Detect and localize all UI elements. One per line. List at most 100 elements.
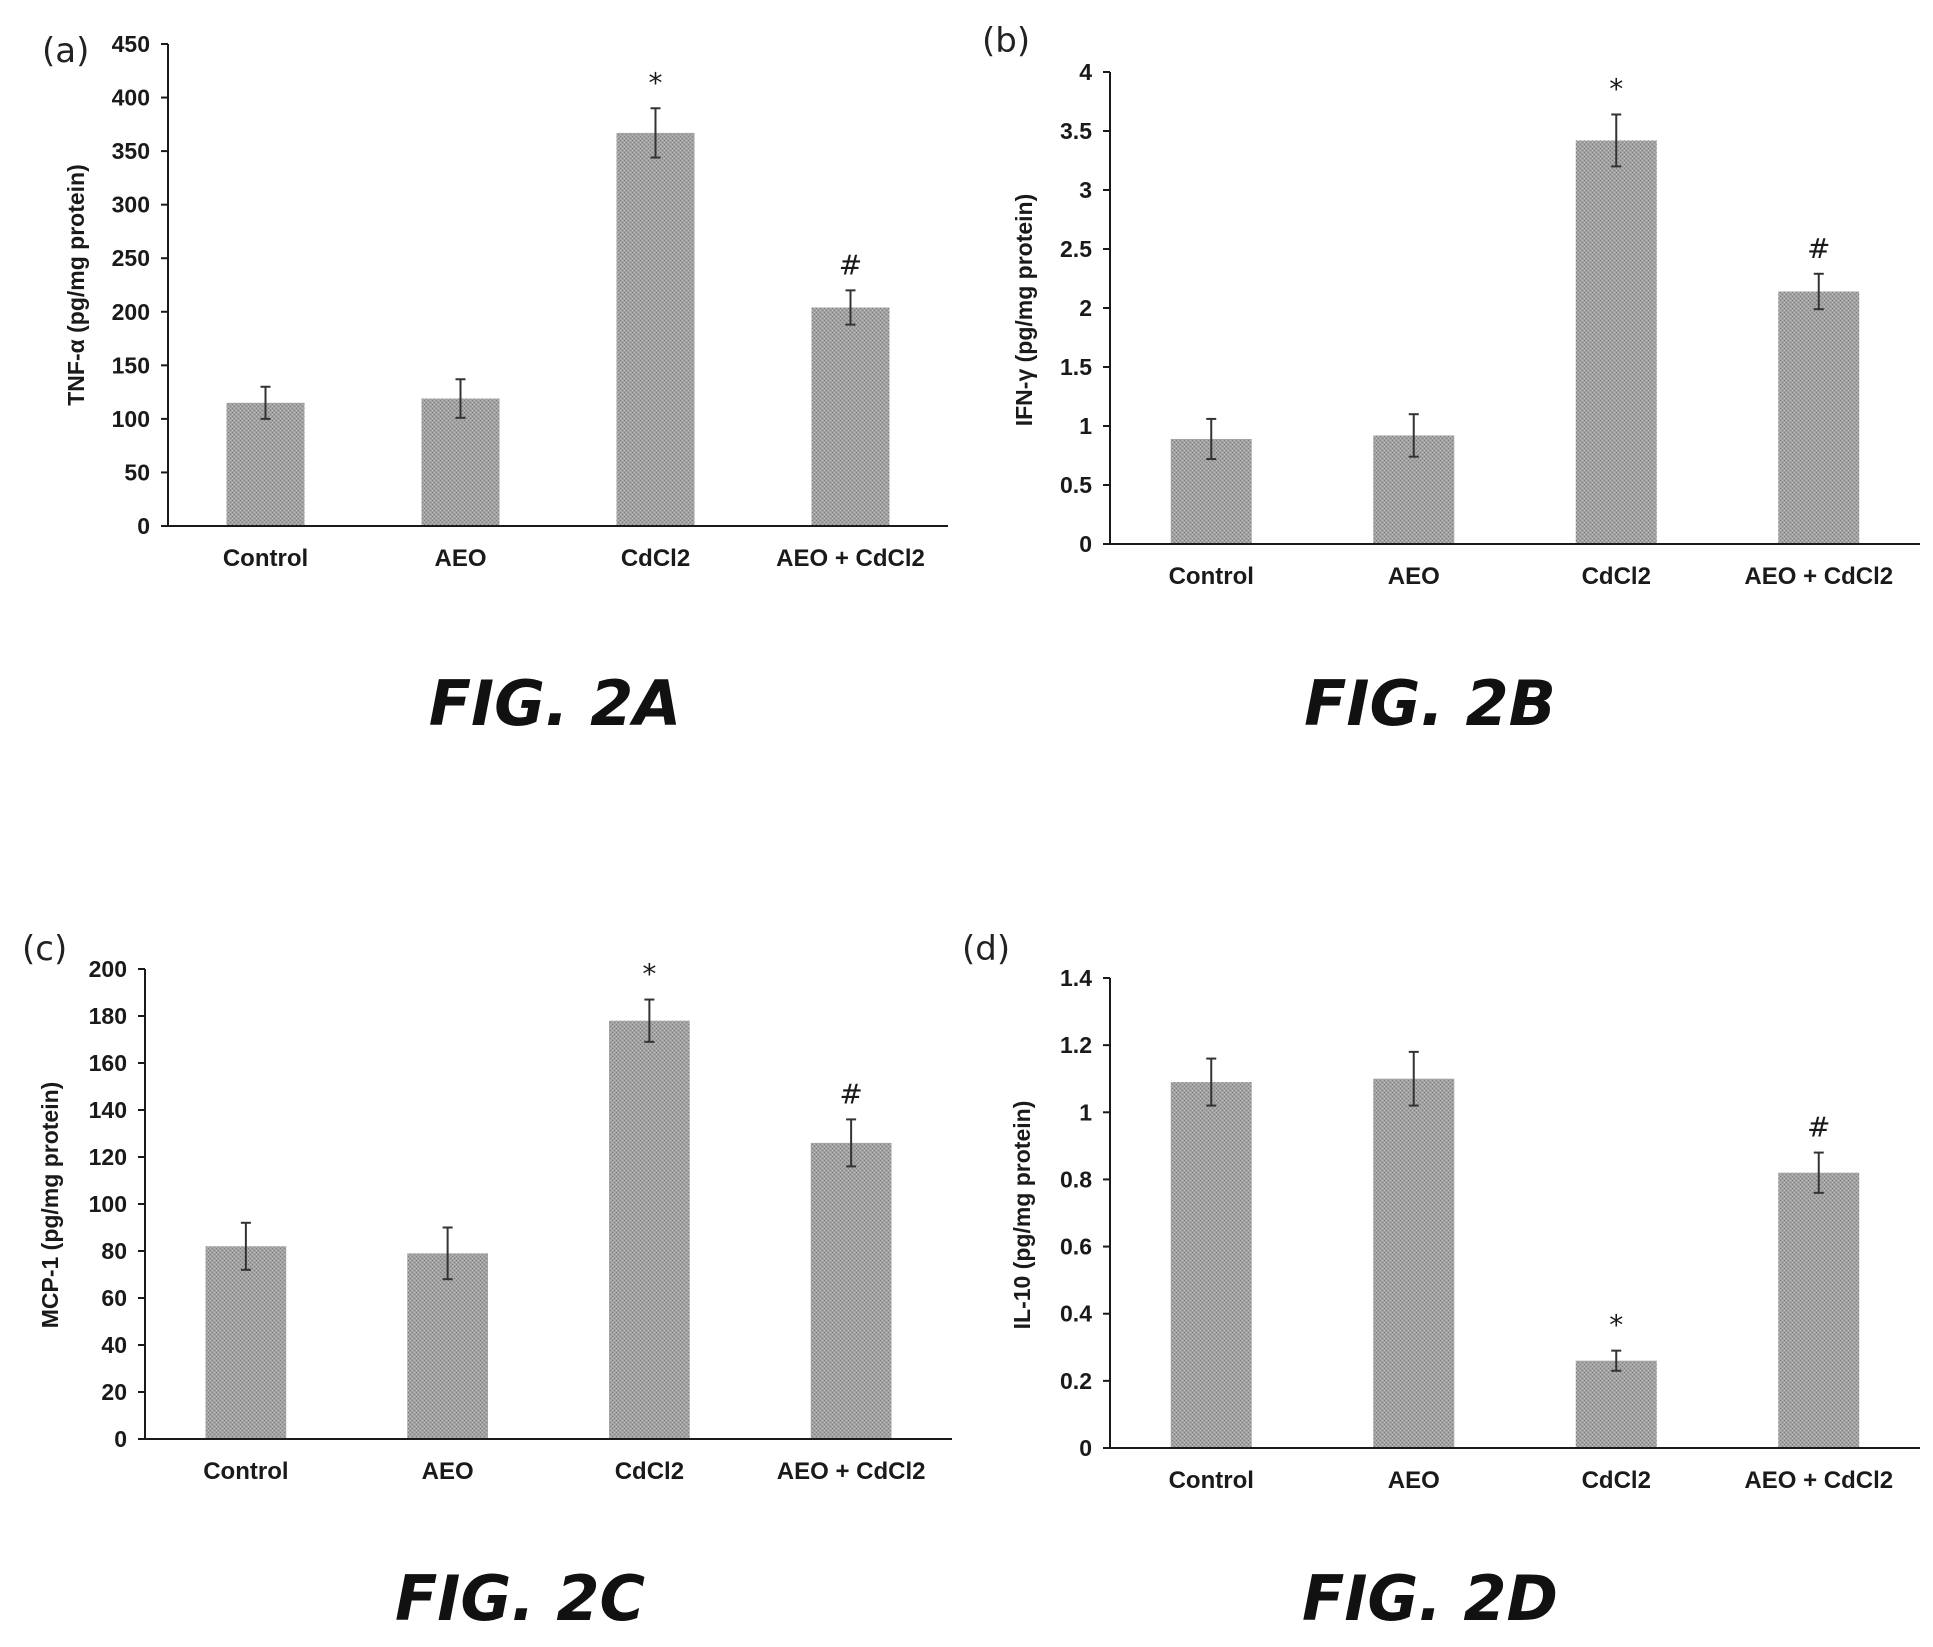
significance-marker: * (649, 66, 663, 99)
y-tick-label: 1.4 (1060, 965, 1092, 991)
bar-series: *# (1170, 1050, 1860, 1448)
x-tick-label: Control (223, 545, 308, 572)
y-tick-label: 4 (1079, 59, 1092, 85)
y-tick-label: 0 (1079, 531, 1092, 557)
significance-marker: * (642, 958, 656, 991)
y-tick-labels: 0 0.5 1 1.5 2 2.5 3 3.5 4 (1060, 59, 1092, 557)
x-tick-label: Control (203, 1458, 288, 1485)
bar (1575, 140, 1657, 544)
y-axis-label: TNF-α (pg/mg protein) (63, 164, 89, 406)
panel-label: (a) (42, 31, 89, 71)
chart-panel-c: (c) MCP-1 (pg/mg protein) 0 20 40 60 80 100 12… (22, 929, 952, 1635)
x-tick-label: Control (1169, 1467, 1254, 1494)
y-tick-labels: 0 0.2 0.4 0.6 0.8 1 1.2 1.4 (1060, 965, 1092, 1461)
panel-label: (b) (982, 21, 1030, 61)
y-tick-label: 200 (112, 299, 150, 325)
x-tick-label: AEO (1388, 563, 1440, 590)
significance-marker: # (1807, 1111, 1830, 1144)
significance-marker: # (1807, 232, 1830, 265)
x-tick-labels: Control AEO CdCl2 AEO + CdCl2 (203, 1458, 925, 1485)
y-tick-label: 100 (112, 406, 150, 432)
y-tick-label: 0 (114, 1426, 127, 1452)
axes (161, 43, 948, 527)
x-tick-labels: Control AEO CdCl2 AEO + CdCl2 (223, 545, 925, 572)
y-axis-label: IFN-γ (pg/mg protein) (1011, 194, 1037, 427)
x-tick-labels: Control AEO CdCl2 AEO + CdCl2 (1169, 1467, 1894, 1494)
y-tick-label: 0.5 (1060, 472, 1092, 498)
significance-marker: * (1609, 72, 1623, 105)
bar (609, 1020, 690, 1439)
y-tick-label: 0.2 (1060, 1368, 1092, 1394)
bar (226, 402, 305, 526)
significance-marker: * (1609, 1309, 1623, 1342)
y-tick-label: 200 (89, 956, 127, 982)
bar (810, 1142, 892, 1439)
y-axis-label: IL-10 (pg/mg protein) (1009, 1101, 1035, 1330)
figure-caption: FIG. 2A (429, 667, 682, 740)
figure-caption: FIG. 2D (1302, 1562, 1558, 1635)
significance-marker: # (839, 248, 862, 281)
y-tick-label: 0.4 (1060, 1301, 1092, 1327)
figure-caption: FIG. 2B (1304, 667, 1556, 740)
y-tick-label: 100 (89, 1191, 127, 1217)
panel-label: (d) (962, 929, 1010, 969)
bar (1778, 291, 1860, 544)
bar (1373, 1078, 1455, 1448)
axes (138, 968, 952, 1440)
y-tick-label: 1 (1079, 413, 1092, 439)
y-tick-label: 80 (101, 1238, 127, 1264)
x-tick-label: AEO (434, 545, 486, 572)
chart-panel-b: (b) IFN-γ (pg/mg protein) 0 0.5 1 1.5 2 2.5 3 3… (982, 21, 1920, 740)
bar (811, 307, 890, 526)
significance-marker: # (839, 1077, 862, 1110)
y-tick-label: 0.8 (1060, 1166, 1092, 1192)
y-tick-label: 2.5 (1060, 236, 1092, 262)
x-tick-label: AEO (1388, 1467, 1440, 1494)
bar (205, 1246, 287, 1439)
bar-series: *# (226, 66, 890, 526)
bar (421, 398, 500, 526)
bar (407, 1253, 488, 1439)
y-tick-label: 0 (1079, 1435, 1092, 1461)
axes (1103, 71, 1920, 545)
x-tick-label: AEO + CdCl2 (1744, 563, 1893, 590)
bar (1170, 1082, 1252, 1448)
y-tick-label: 400 (112, 85, 150, 111)
x-tick-label: CdCl2 (1582, 1467, 1651, 1494)
axes (1103, 977, 1920, 1449)
chart-panel-d: (d) IL-10 (pg/mg protein) 0 0.2 0.4 0.6 0.8 1… (962, 929, 1920, 1635)
y-tick-label: 120 (89, 1144, 127, 1170)
y-tick-label: 140 (89, 1097, 127, 1123)
y-tick-label: 1.5 (1060, 354, 1092, 380)
bar-series: *# (205, 958, 892, 1439)
y-tick-label: 50 (124, 459, 150, 485)
y-tick-label: 60 (101, 1285, 127, 1311)
y-tick-labels: 0 20 40 60 80 100 120 140 160 180 200 (89, 956, 127, 1452)
bar (1575, 1360, 1657, 1448)
bar-series: *# (1170, 72, 1860, 544)
x-tick-label: CdCl2 (1582, 563, 1651, 590)
y-tick-label: 3.5 (1060, 118, 1092, 144)
y-tick-label: 350 (112, 138, 150, 164)
x-tick-label: Control (1169, 563, 1254, 590)
y-tick-label: 1 (1079, 1099, 1092, 1125)
x-tick-labels: Control AEO CdCl2 AEO + CdCl2 (1169, 563, 1894, 590)
x-tick-label: AEO + CdCl2 (1744, 1467, 1893, 1494)
x-tick-label: AEO (422, 1458, 474, 1485)
y-tick-label: 300 (112, 192, 150, 218)
bar (616, 132, 695, 526)
y-tick-label: 250 (112, 245, 150, 271)
y-axis-label: MCP-1 (pg/mg protein) (37, 1082, 63, 1329)
y-tick-label: 2 (1079, 295, 1092, 321)
y-tick-label: 20 (101, 1379, 127, 1405)
y-tick-label: 0 (137, 513, 150, 539)
chart-panel-a: (a) TNF-α (pg/mg protein) 0 50 100 150 200 25… (42, 31, 948, 740)
y-tick-label: 150 (112, 352, 150, 378)
y-tick-label: 180 (89, 1003, 127, 1029)
y-tick-label: 40 (101, 1332, 127, 1358)
figure-caption: FIG. 2C (395, 1562, 645, 1635)
y-tick-label: 160 (89, 1050, 127, 1076)
panel-label: (c) (22, 929, 67, 969)
y-tick-label: 3 (1079, 177, 1092, 203)
